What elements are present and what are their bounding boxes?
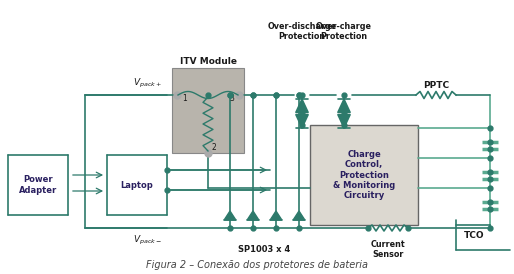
Polygon shape (270, 211, 282, 220)
Text: $V_{pack-}$: $V_{pack-}$ (133, 234, 162, 247)
Text: Charge
Control,
Protection
& Monitoring
Circuitry: Charge Control, Protection & Monitoring … (333, 150, 395, 200)
Text: ITV Module: ITV Module (179, 56, 236, 65)
Text: SP1003 x 4: SP1003 x 4 (238, 246, 290, 255)
Polygon shape (338, 99, 351, 113)
Text: TCO: TCO (464, 230, 484, 239)
Text: Over-discharge
Protection: Over-discharge Protection (267, 22, 337, 41)
Text: 3: 3 (229, 94, 234, 103)
Bar (310, 125, 418, 225)
Bar (172, 68, 244, 153)
Polygon shape (224, 211, 236, 220)
Text: $V_{pack+}$: $V_{pack+}$ (133, 77, 162, 90)
Polygon shape (247, 211, 259, 220)
Text: Over-charge
Protection: Over-charge Protection (316, 22, 372, 41)
Text: 2: 2 (211, 143, 216, 152)
Text: Laptop: Laptop (121, 181, 153, 190)
Polygon shape (293, 211, 305, 220)
Polygon shape (296, 99, 308, 113)
Text: Current
Sensor: Current Sensor (371, 240, 406, 259)
Polygon shape (296, 115, 308, 128)
Text: PPTC: PPTC (423, 81, 449, 90)
Polygon shape (338, 115, 351, 128)
Text: Figura 2 – Conexão dos protetores de bateria: Figura 2 – Conexão dos protetores de bat… (146, 260, 368, 270)
Text: 1: 1 (182, 94, 187, 103)
Text: Power
Adapter: Power Adapter (19, 175, 57, 195)
